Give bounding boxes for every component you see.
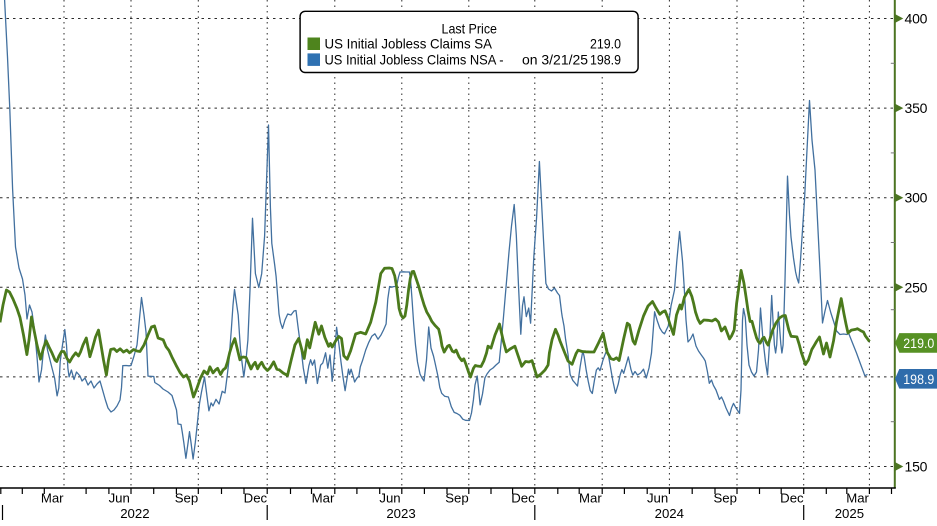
svg-text:Jun: Jun	[109, 491, 130, 506]
svg-text:350: 350	[905, 100, 928, 116]
svg-text:Dec: Dec	[244, 491, 268, 506]
svg-text:on 3/21/25: on 3/21/25	[522, 51, 588, 67]
svg-text:Dec: Dec	[511, 491, 535, 506]
svg-text:US Initial Jobless Claims SA: US Initial Jobless Claims SA	[325, 36, 493, 52]
svg-text:Mar: Mar	[846, 491, 869, 506]
svg-text:219.0: 219.0	[903, 335, 934, 351]
svg-text:Mar: Mar	[312, 491, 335, 506]
svg-text:300: 300	[905, 190, 928, 206]
svg-text:US Initial Jobless Claims NSA: US Initial Jobless Claims NSA -	[325, 51, 504, 67]
svg-text:Jun: Jun	[647, 491, 668, 506]
svg-text:Sep: Sep	[445, 491, 468, 506]
svg-text:2022: 2022	[120, 506, 149, 521]
svg-text:Mar: Mar	[41, 491, 64, 506]
svg-text:Jun: Jun	[379, 491, 400, 506]
svg-text:400: 400	[905, 11, 928, 27]
svg-text:2023: 2023	[386, 506, 415, 521]
svg-text:2025: 2025	[835, 506, 864, 521]
svg-text:Mar: Mar	[579, 491, 602, 506]
svg-text:198.9: 198.9	[903, 371, 934, 387]
svg-text:Dec: Dec	[780, 491, 804, 506]
svg-text:2024: 2024	[655, 506, 684, 521]
svg-text:Last Price: Last Price	[442, 21, 498, 37]
svg-text:219.0: 219.0	[590, 36, 621, 52]
svg-text:Sep: Sep	[175, 491, 198, 506]
svg-text:150: 150	[905, 459, 928, 475]
svg-text:250: 250	[905, 279, 928, 295]
svg-text:Sep: Sep	[713, 491, 736, 506]
svg-text:198.9: 198.9	[590, 51, 621, 67]
